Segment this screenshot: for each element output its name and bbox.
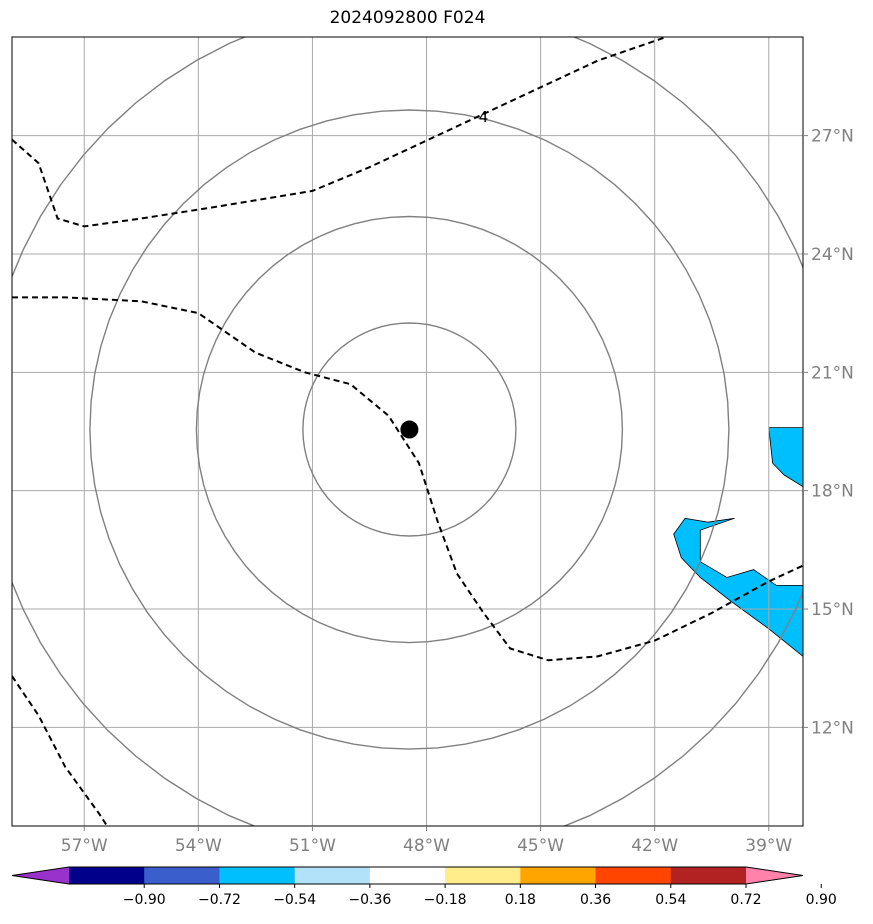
tick-label-lon: 57°W xyxy=(61,836,108,856)
colorbar-segment xyxy=(670,867,747,884)
colorbar-tick-label: 0.90 xyxy=(806,892,837,908)
tick-label-lon: 54°W xyxy=(175,836,222,856)
colorbar-segment xyxy=(445,867,521,884)
colorbar-tick-label: −0.36 xyxy=(348,892,391,908)
colorbar-tick-label: 0.72 xyxy=(730,892,761,908)
colorbar-tick-label: −0.72 xyxy=(198,892,241,908)
colorbar-tick-label: −0.90 xyxy=(123,892,166,908)
colorbar-extend-low xyxy=(12,867,69,884)
colorbar-tick-label: −0.18 xyxy=(424,892,467,908)
colorbar-segment xyxy=(219,867,296,884)
contour-line xyxy=(12,37,667,228)
tick-label-lat: 27°N xyxy=(811,127,854,147)
tick-label-lat: 24°N xyxy=(811,245,854,265)
chart-title: 2024092800 F024 xyxy=(329,8,486,28)
colorbar-segment xyxy=(520,867,597,884)
colorbar-tick-label: 0.18 xyxy=(505,892,536,908)
colorbar-segment xyxy=(294,867,371,884)
colorbar-segment xyxy=(144,867,220,884)
tick-label-lat: 12°N xyxy=(811,718,854,738)
colorbar-extend-high xyxy=(746,867,803,884)
tick-label-lon: 51°W xyxy=(289,836,336,856)
tick-label-lon: 45°W xyxy=(517,836,564,856)
tick-label-lat: 21°N xyxy=(811,363,854,383)
shaded-region xyxy=(768,427,803,488)
contour-line xyxy=(12,675,108,826)
tick-label-lat: 18°N xyxy=(811,482,854,502)
center-marker xyxy=(400,420,419,439)
contour-label: 4 xyxy=(479,108,489,126)
plot-frame xyxy=(11,36,804,827)
colorbar-outline xyxy=(11,866,804,885)
colorbar-tick-label: 0.54 xyxy=(655,892,686,908)
tick-label-lon: 42°W xyxy=(631,836,678,856)
tick-label-lat: 15°N xyxy=(811,600,854,620)
range-ring xyxy=(89,109,730,750)
contour-line xyxy=(12,296,803,662)
range-ring xyxy=(302,322,517,537)
range-ring xyxy=(12,37,803,826)
colorbar-segment xyxy=(69,867,145,884)
shaded-region xyxy=(673,517,803,657)
tick-label-lon: 39°W xyxy=(745,836,792,856)
colorbar-segment xyxy=(595,867,672,884)
colorbar-tick-label: 0.36 xyxy=(580,892,611,908)
range-ring xyxy=(195,215,624,644)
colorbar-segment xyxy=(369,867,446,884)
colorbar-tick-label: −0.54 xyxy=(273,892,316,908)
tick-label-lon: 48°W xyxy=(403,836,450,856)
